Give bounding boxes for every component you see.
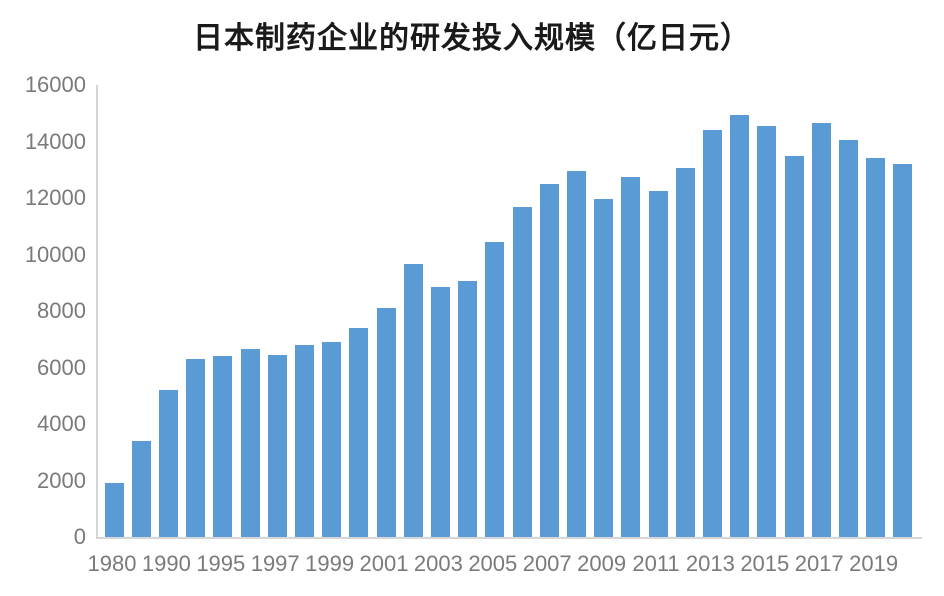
bar-2008 — [566, 171, 586, 537]
chart-title: 日本制药企业的研发投入规模（亿日元） — [193, 22, 751, 55]
x-tick-label-2011: 2011 — [632, 551, 680, 576]
bar-1980 — [104, 483, 124, 537]
x-tick-label-2003: 2003 — [413, 551, 463, 576]
bar-2001 — [376, 308, 396, 537]
x-tick-label-2013: 2013 — [685, 551, 735, 576]
bar-2007 — [539, 183, 559, 537]
bar-2004 — [458, 281, 478, 537]
bar-2000 — [349, 327, 369, 537]
bar-1990 — [158, 390, 178, 537]
bar-1994 — [186, 359, 206, 537]
x-tick-label-2015: 2015 — [740, 551, 790, 576]
bar-2006 — [512, 206, 532, 537]
bar-2013 — [702, 130, 722, 537]
bar-2019 — [866, 158, 886, 537]
x-tick-label-2005: 2005 — [468, 551, 518, 576]
y-tick-label-8000: 8000 — [37, 298, 86, 323]
x-tick-label-1990: 1990 — [141, 551, 191, 576]
bar-1985 — [131, 441, 151, 537]
bar-2016 — [784, 155, 804, 537]
bar-2015 — [757, 126, 777, 537]
y-tick-label-6000: 6000 — [37, 354, 86, 380]
x-tick-label-2009: 2009 — [577, 551, 627, 576]
bar-2017 — [811, 123, 831, 537]
x-tick-label-1997: 1997 — [250, 551, 300, 576]
bar-2009 — [594, 199, 614, 537]
bar-1996 — [240, 349, 260, 537]
x-tick-label-2019: 2019 — [849, 551, 899, 576]
y-tick-label-4000: 4000 — [37, 411, 86, 436]
y-tick-label-2000: 2000 — [37, 467, 86, 493]
x-tick-label-2017: 2017 — [794, 551, 844, 576]
x-tick-label-1980: 1980 — [87, 551, 137, 576]
bar-1998 — [294, 344, 314, 537]
bar-2012 — [675, 168, 695, 537]
bar-2003 — [430, 287, 450, 537]
x-tick-label-2001: 2001 — [359, 551, 409, 576]
bar-2020 — [893, 164, 913, 537]
bar-1999 — [322, 342, 342, 537]
bar-1995 — [213, 356, 233, 537]
plot-area — [96, 85, 922, 539]
y-tick-label-12000: 12000 — [24, 185, 86, 210]
x-tick-label-1999: 1999 — [305, 551, 355, 576]
bar-2010 — [621, 176, 641, 537]
bar-2005 — [485, 241, 505, 537]
bar-2014 — [730, 114, 750, 537]
bar-2002 — [403, 264, 423, 537]
y-tick-label-14000: 14000 — [24, 128, 86, 154]
bar-2018 — [838, 140, 858, 537]
y-tick-label-16000: 16000 — [24, 72, 86, 97]
bar-1997 — [267, 354, 287, 537]
y-tick-label-10000: 10000 — [24, 241, 86, 267]
x-tick-label-2007: 2007 — [522, 551, 572, 576]
bar-2011 — [648, 190, 668, 537]
y-tick-label-0: 0 — [73, 524, 86, 549]
x-tick-label-1995: 1995 — [196, 551, 246, 576]
